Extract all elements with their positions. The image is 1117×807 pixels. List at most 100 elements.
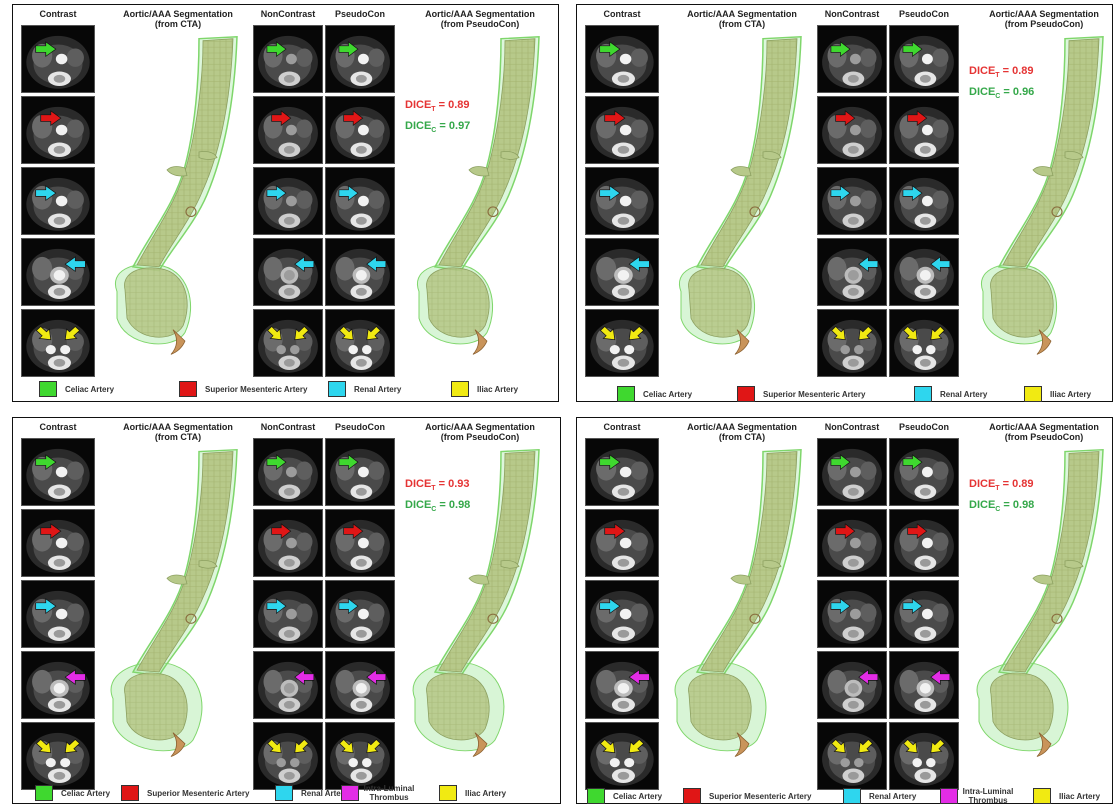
arrow-marker — [628, 669, 650, 686]
ct-slice-image — [889, 509, 959, 577]
ct-slice-image — [585, 96, 659, 164]
dice-equals: = — [999, 65, 1013, 77]
legend: Celiac Artery Superior Mesenteric Artery R… — [577, 383, 1114, 405]
dice-scores: DICET = 0.89 DICEC = 0.98 — [969, 476, 1034, 518]
dice-label: DICE — [405, 99, 432, 111]
arrow-marker — [907, 523, 928, 540]
arrow-marker — [40, 523, 62, 540]
arrow-marker — [271, 110, 292, 127]
ct-slice-image — [889, 651, 959, 719]
legend-swatch — [39, 381, 57, 397]
ct-slice-column-contrast — [21, 438, 95, 790]
ct-slice-image — [253, 167, 323, 235]
ct-slice-column-pcon — [889, 25, 959, 377]
ct-slice-image — [21, 509, 95, 577]
dice-value: 0.89 — [448, 99, 470, 111]
dice-subscript: T — [431, 485, 436, 493]
arrow-marker — [35, 185, 57, 202]
dice-scores: DICET = 0.93 DICE C = 0.98 — [405, 476, 470, 518]
segmentation-mesh-cta — [667, 446, 817, 763]
arrow-marker — [628, 739, 645, 754]
dice-label: DICE — [969, 478, 996, 490]
dice-equals: = — [436, 499, 449, 512]
arrow-marker — [599, 454, 621, 471]
column-header: Aortic/AAA Segmentation — [687, 422, 797, 432]
ct-slice-image — [585, 509, 659, 577]
ct-slice-image — [889, 722, 959, 790]
dice-value: 0.98 — [1012, 499, 1035, 512]
arrow-marker — [907, 110, 928, 127]
ct-slice-image — [817, 438, 887, 506]
legend-swatch — [1024, 386, 1042, 402]
arrow-marker — [902, 41, 923, 58]
arrow-marker — [338, 41, 359, 58]
ct-slice-image — [889, 167, 959, 235]
legend-item: Renal Artery — [328, 378, 401, 400]
ct-slice-column-pcon — [325, 438, 395, 790]
ct-slice-image — [21, 580, 95, 648]
legend-item: Celiac Artery — [35, 782, 110, 804]
dice-t-score: DICET = 0.93 — [405, 476, 470, 497]
dice-equals: = — [1000, 499, 1013, 512]
ct-slice-column-ncon — [253, 438, 323, 790]
dice-equals: = — [435, 99, 449, 111]
segmentation-mesh-cta — [103, 446, 253, 763]
dice-label: DICE — [969, 86, 996, 99]
legend-item: Intra-Luminal Thrombus — [341, 782, 415, 804]
ct-slice-image — [817, 238, 887, 306]
dice-subscript: C — [431, 506, 437, 514]
ct-slice-image — [253, 96, 323, 164]
arrow-marker — [35, 739, 52, 754]
dice-label: DICE — [405, 478, 432, 490]
legend-label: Superior Mesenteric Artery — [709, 791, 812, 801]
ct-slice-column-pcon — [325, 25, 395, 377]
arrow-marker — [628, 256, 650, 273]
column-header: PseudoCon — [898, 422, 949, 432]
arrow-marker — [266, 454, 287, 471]
dice-scores: DICET = 0.89 DICEC = 0.97 — [405, 97, 470, 139]
dice-equals: = — [1000, 86, 1013, 99]
ct-slice-image — [21, 651, 95, 719]
legend-swatch — [1033, 788, 1051, 804]
arrow-marker — [35, 326, 52, 341]
dice-t-score: DICET = 0.89 — [969, 63, 1034, 84]
arrow-marker — [930, 256, 951, 273]
figure-panel: Contrast Aortic/AAA Segmentation (from CTA… — [576, 417, 1113, 805]
arrow-marker — [858, 739, 873, 754]
ct-slice-image — [889, 25, 959, 93]
arrow-marker — [830, 598, 851, 615]
column-header: Aortic/AAA Segmentation — [425, 422, 535, 432]
legend-label: Iliac Artery — [477, 384, 519, 394]
ct-slice-image — [21, 96, 95, 164]
arrow-marker — [366, 256, 387, 273]
column-header: Aortic/AAA Segmentation — [425, 9, 535, 19]
legend-label: Iliac Artery — [1059, 791, 1101, 801]
arrow-marker — [35, 454, 57, 471]
arrow-marker — [599, 739, 616, 754]
legend-label: Renal Artery — [940, 389, 988, 399]
column-header: Contrast — [603, 9, 641, 19]
dice-value: 0.97 — [448, 120, 471, 133]
ct-slice-image — [253, 509, 323, 577]
column-header: NonContrast — [824, 422, 880, 432]
ct-slice-image — [253, 238, 323, 306]
ct-slice-column-contrast — [585, 438, 659, 790]
ct-slice-image — [585, 238, 659, 306]
column-header: PseudoCon — [898, 9, 949, 19]
legend-swatch — [843, 788, 861, 804]
legend-label: Iliac Artery — [465, 788, 507, 798]
ct-slice-image — [21, 438, 95, 506]
ct-slice-image — [21, 309, 95, 377]
dice-label: DICE — [969, 499, 996, 512]
arrow-marker — [835, 523, 856, 540]
legend-item: Celiac Artery — [617, 383, 692, 405]
column-header: NonContrast — [824, 9, 880, 19]
dice-value: 0.98 — [448, 499, 471, 512]
ct-slice-image — [253, 580, 323, 648]
ct-slice-image — [817, 651, 887, 719]
arrow-marker — [830, 185, 851, 202]
arrow-marker — [604, 523, 626, 540]
dice-c-score: DICEC = 0.97 — [405, 118, 470, 139]
legend-label: Renal Artery — [354, 384, 402, 394]
dice-label: DICE — [969, 65, 996, 77]
